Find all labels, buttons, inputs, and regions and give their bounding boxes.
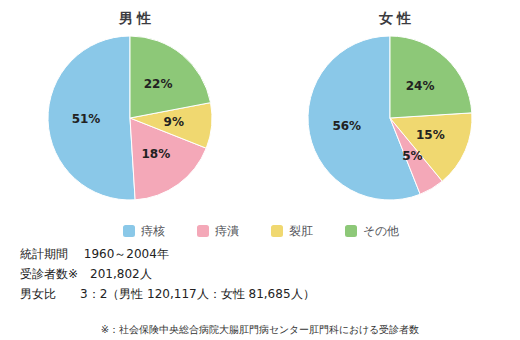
svg-text:裂肛: 裂肛: [289, 224, 313, 238]
svg-text:受診者数※ 201,802人: 受診者数※ 201,802人: [20, 267, 152, 281]
svg-text:痔核: 痔核: [141, 224, 165, 238]
svg-text:痔潰: 痔潰: [215, 224, 239, 238]
svg-text:その他: その他: [363, 224, 399, 238]
svg-text:※：社会保険中央総合病院大腸肛門病センター肛門科における受診: ※：社会保険中央総合病院大腸肛門病センター肛門科における受診者数: [101, 324, 419, 335]
svg-text:女 性: 女 性: [378, 10, 412, 26]
svg-text:22%: 22%: [144, 77, 173, 91]
svg-text:男女比 3：2（男性 120,117人：女性 81,685: 男女比 3：2（男性 120,117人：女性 81,685人）: [20, 287, 315, 301]
svg-text:統計期間 1960～2004年: 統計期間 1960～2004年: [20, 247, 169, 261]
svg-text:15%: 15%: [416, 128, 445, 142]
svg-text:9%: 9%: [164, 115, 184, 129]
svg-text:24%: 24%: [406, 79, 435, 93]
svg-text:18%: 18%: [141, 147, 170, 161]
svg-text:5%: 5%: [402, 149, 422, 163]
svg-text:男 性: 男 性: [118, 10, 152, 26]
svg-text:51%: 51%: [72, 112, 101, 126]
svg-text:56%: 56%: [332, 119, 361, 133]
